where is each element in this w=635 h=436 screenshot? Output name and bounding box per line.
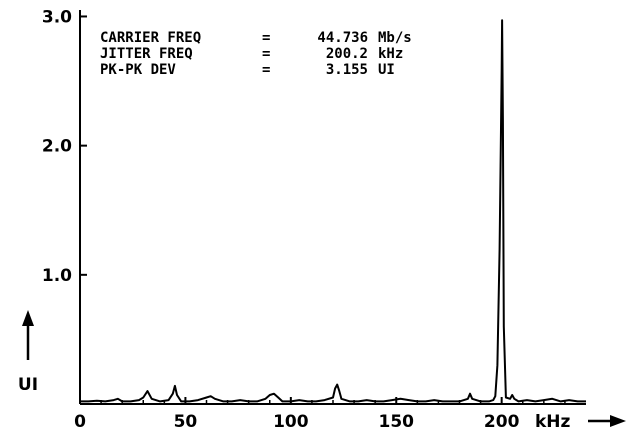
annotation-unit: Mb/s [378, 30, 412, 46]
annotation-equals: = [262, 46, 270, 62]
y-tick-label: 3.0 [42, 7, 72, 27]
spectrum-trace-line [80, 19, 586, 403]
y-tick-label: 2.0 [42, 137, 72, 157]
annotation-value: 44.736 [317, 30, 368, 46]
annotation-value: 3.155 [326, 62, 368, 78]
x-axis-arrow-head [610, 415, 626, 427]
ticks: 1.0 2.0 3.0 0 50 100 150 200 [42, 7, 566, 432]
x-tick-label: 50 [174, 412, 198, 432]
annotation-unit: UI [378, 62, 395, 78]
annotations: CARRIER FREQ = 44.736 Mb/s JITTER FREQ = 200.2… [100, 30, 412, 78]
annotation-label: CARRIER FREQ [100, 30, 201, 46]
x-tick-label: 100 [273, 412, 309, 432]
x-axis-label: kHz [535, 412, 571, 432]
annotation-equals: = [262, 30, 270, 46]
y-tick-label: 1.0 [42, 266, 72, 286]
x-tick-label: 200 [484, 412, 520, 432]
x-tick-label: 0 [74, 412, 86, 432]
y-axis-label: UI [18, 375, 38, 395]
x-tick-label: 150 [379, 412, 415, 432]
annotation-label: PK-PK DEV [100, 62, 176, 78]
y-axis-arrow-head [22, 310, 34, 326]
annotation-equals: = [262, 62, 270, 78]
annotation-unit: kHz [378, 46, 403, 62]
annotation-label: JITTER FREQ [100, 46, 193, 62]
annotation-value: 200.2 [326, 46, 368, 62]
trace-group [80, 19, 586, 403]
unit-labels: UI kHz [18, 310, 626, 432]
